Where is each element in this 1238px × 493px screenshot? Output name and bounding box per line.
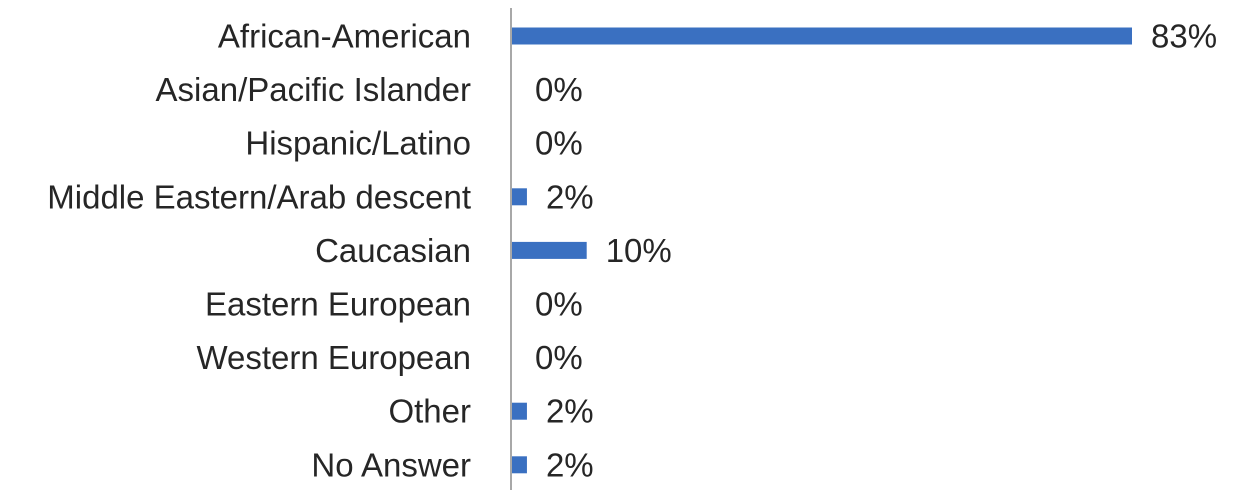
category-label: Other bbox=[388, 393, 471, 430]
bar bbox=[512, 456, 527, 474]
category-label: Western European bbox=[196, 339, 471, 376]
data-label: 2% bbox=[546, 393, 594, 430]
data-label: 0% bbox=[535, 125, 583, 162]
category-label: Asian/Pacific Islander bbox=[156, 71, 471, 108]
category-label: Middle Eastern/Arab descent bbox=[47, 178, 471, 215]
data-label: 0% bbox=[535, 71, 583, 108]
category-label: No Answer bbox=[311, 446, 471, 483]
data-label: 83% bbox=[1151, 18, 1217, 55]
bar bbox=[512, 188, 527, 206]
data-label: 10% bbox=[606, 232, 672, 269]
data-label: 2% bbox=[546, 446, 594, 483]
category-label: African-American bbox=[218, 18, 471, 55]
data-label: 2% bbox=[546, 178, 594, 215]
data-label: 0% bbox=[535, 286, 583, 323]
category-label: Caucasian bbox=[315, 232, 471, 269]
data-label: 0% bbox=[535, 339, 583, 376]
category-label: Hispanic/Latino bbox=[245, 125, 471, 162]
bar bbox=[512, 27, 1132, 45]
bar bbox=[512, 241, 587, 259]
category-label: Eastern European bbox=[205, 286, 471, 323]
bar bbox=[512, 402, 527, 420]
